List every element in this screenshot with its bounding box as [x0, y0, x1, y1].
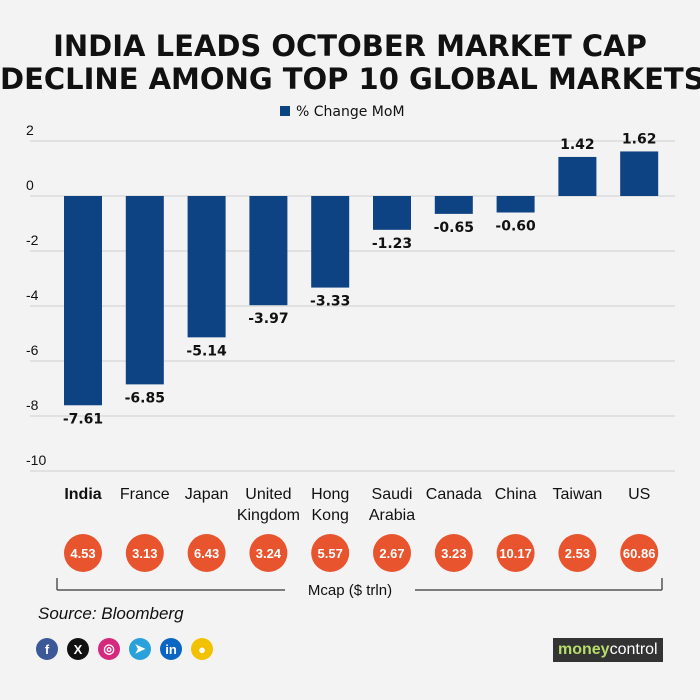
mcap-bubble [558, 534, 597, 572]
category-label-line: Kingdom [237, 507, 300, 524]
category-label-line: Canada [426, 486, 482, 503]
category-label-line: Arabia [369, 507, 415, 524]
y-tick-label: 0 [26, 177, 34, 193]
category-label: United Kingdom [237, 486, 300, 524]
source-note: Source: Bloomberg [38, 604, 184, 623]
legend-label: % Change MoM [296, 104, 405, 120]
category-label-line: India [64, 486, 101, 503]
y-tick-label: -8 [26, 397, 39, 413]
bar-value-label: -6.85 [125, 390, 165, 406]
mcap-value: 3.24 [256, 546, 282, 561]
mcap-value: 3.13 [132, 546, 157, 561]
category-label-line: Saudi [372, 486, 413, 503]
category-label-line: Kong [312, 507, 349, 524]
y-tick-label: -10 [26, 452, 46, 468]
chart-title-line2: DECLINE AMONG TOP 10 GLOBAL MARKETS [0, 62, 700, 96]
category-label: Hong Kong [311, 486, 349, 524]
mcap-bubble [373, 534, 411, 572]
y-tick-label: -6 [26, 342, 39, 358]
category-label: US [628, 486, 650, 503]
category-label: Canada [426, 486, 482, 503]
bar-value-label: -5.14 [186, 343, 227, 359]
bar-value-label: -0.60 [495, 219, 536, 235]
mcap-bubble [434, 534, 473, 572]
mcap-value: 10.17 [499, 546, 532, 561]
bar [620, 151, 659, 196]
y-tick-label: -4 [26, 287, 39, 303]
mcap-value: 3.23 [441, 546, 466, 561]
bar-value-label: 1.42 [560, 137, 595, 153]
x-icon[interactable]: X [67, 638, 89, 660]
linkedin-icon[interactable]: in [160, 638, 182, 660]
bar-value-label: -0.65 [434, 220, 474, 236]
mcap-axis-label: Mcap ($ trln) [308, 582, 392, 599]
mcap-bubble [125, 534, 164, 572]
bar-value-label: 1.62 [622, 131, 657, 147]
bar [311, 196, 350, 288]
bar-value-label: -3.97 [248, 311, 288, 327]
y-tick-label: -2 [26, 232, 39, 248]
bar [187, 196, 226, 338]
mcap-bubble [249, 534, 288, 572]
mcap-value: 5.57 [318, 546, 343, 561]
mcap-value: 60.86 [623, 546, 656, 561]
category-label: India [64, 486, 101, 503]
mcap-value: 6.43 [194, 546, 219, 561]
mcap-bubble [187, 534, 226, 572]
bar [496, 196, 535, 213]
category-label-line: US [628, 486, 650, 503]
brand-money: money [558, 641, 610, 658]
bar-value-label: -3.33 [310, 294, 350, 310]
bar [373, 196, 411, 230]
bar [125, 196, 164, 385]
bar-value-label: -7.61 [63, 411, 103, 427]
instagram-icon[interactable]: ◎ [98, 638, 120, 660]
bar [64, 196, 102, 406]
category-label-line: Japan [185, 486, 229, 503]
mcap-value: 4.53 [70, 546, 95, 561]
brand-control: control [609, 641, 658, 658]
bar [434, 196, 473, 214]
category-label-line: France [120, 486, 170, 503]
category-label-line: China [495, 486, 537, 503]
category-label: France [120, 486, 170, 503]
mcap-bubble [496, 534, 535, 572]
facebook-icon[interactable]: f [36, 638, 58, 660]
category-label: China [495, 486, 537, 503]
bar-chart: 2 0 -2 -4 -6 -8 -10 % Change MoM -7.61 India 4.53 -… [26, 104, 675, 599]
legend-swatch [280, 106, 290, 116]
mcap-value: 2.67 [379, 546, 404, 561]
chart-title: INDIA LEADS OCTOBER MARKET CAP DECLINE A… [0, 30, 700, 96]
mcap-bubble [64, 534, 102, 572]
category-label: Saudi Arabia [369, 486, 415, 524]
category-label: Taiwan [552, 486, 602, 503]
category-label-line: Taiwan [552, 486, 602, 503]
mcap-bubble [311, 534, 350, 572]
koo-icon[interactable]: ● [191, 638, 213, 660]
category-label-line: United [245, 486, 291, 503]
telegram-icon[interactable]: ➤ [129, 638, 151, 660]
social-links: f X ◎ ➤ in ● [36, 638, 213, 660]
mcap-value: 2.53 [565, 546, 590, 561]
category-label-line: Hong [311, 486, 349, 503]
y-tick-label: 2 [26, 122, 34, 138]
mcap-bubble [620, 534, 659, 572]
bar [249, 196, 288, 306]
chart-title-line1: INDIA LEADS OCTOBER MARKET CAP [53, 29, 647, 63]
bar [558, 156, 597, 196]
bar-value-label: -1.23 [372, 236, 412, 252]
category-label: Japan [185, 486, 229, 503]
moneycontrol-logo[interactable]: money control [553, 638, 663, 662]
